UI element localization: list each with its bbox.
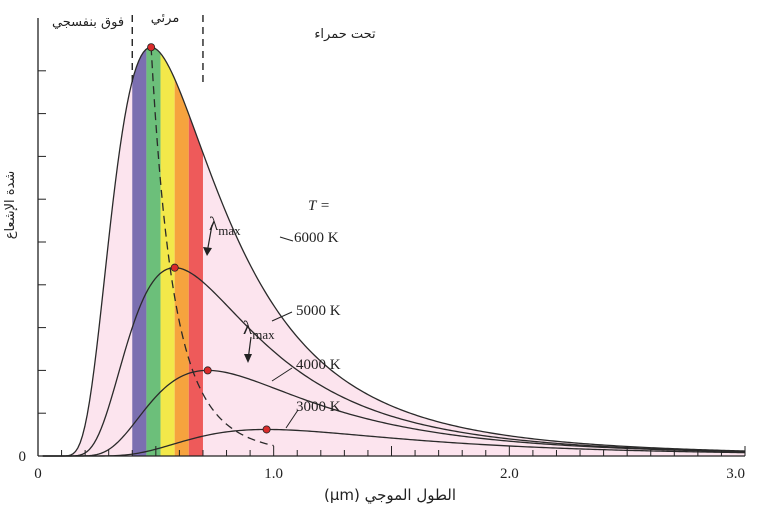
series-label-5000k: 5000 K — [296, 303, 341, 319]
curve-3000k — [42, 428, 746, 457]
region-label-uv: فوق بنفسجي — [52, 15, 124, 30]
marks-layer — [147, 43, 299, 434]
lambda-max-label-4000k-subscript: max — [252, 327, 275, 342]
area-fill-6000k — [42, 47, 745, 457]
label-leader-0 — [279, 236, 294, 242]
x-axis-label: الطول الموجي (μm) — [324, 486, 456, 505]
spectrum-band-4 — [188, 47, 203, 456]
spectrum-band-1 — [146, 47, 161, 456]
region-label-visible: مرئي — [151, 11, 180, 26]
x-tick-label: 0 — [34, 466, 42, 482]
series-label-3000k: 3000 K — [296, 399, 341, 415]
x-tick-label: 2.0 — [500, 466, 519, 482]
curves-layer — [42, 46, 746, 457]
lambda-max-label-5000k-subscript: max — [218, 223, 241, 238]
lambda-arrowhead-5000k — [203, 247, 212, 256]
curve-5000k — [42, 267, 746, 457]
temperature-prefix: T = — [308, 198, 330, 214]
wien-displacement-line — [150, 47, 274, 447]
label-leader-1 — [271, 311, 293, 322]
series-label-6000k: 6000 K — [294, 230, 339, 246]
text-layer: 0 1.0 2.0 3.0 0 الطول الموجي (μm) شدة الإشعاع ف… — [3, 11, 745, 505]
label-leader-2 — [271, 367, 293, 382]
y-axis-label: شدة الإشعاع — [3, 171, 18, 240]
spectrum-band-0 — [132, 47, 147, 456]
peak-point-5000k — [170, 263, 179, 272]
region-label-ir: تحت حمراء — [314, 27, 376, 42]
curve-4000k — [42, 369, 746, 457]
x-tick-label: 3.0 — [726, 466, 745, 482]
spectrum-band-3 — [174, 47, 189, 456]
peak-point-3000k — [262, 425, 271, 434]
lambda-arrowhead-4000k — [244, 354, 252, 363]
visible-spectrum-bands — [132, 47, 203, 456]
peak-point-4000k — [203, 366, 212, 375]
axes-layer — [37, 15, 746, 457]
label-leader-3 — [285, 409, 299, 429]
x-tick-label: 1.0 — [264, 466, 283, 482]
y-tick-label: 0 — [19, 449, 27, 465]
spectrum-band-2 — [160, 47, 175, 456]
fill-layer — [42, 47, 745, 457]
series-label-4000k: 4000 K — [296, 357, 341, 373]
curve-6000k — [42, 46, 746, 457]
peak-point-6000k — [147, 43, 156, 52]
